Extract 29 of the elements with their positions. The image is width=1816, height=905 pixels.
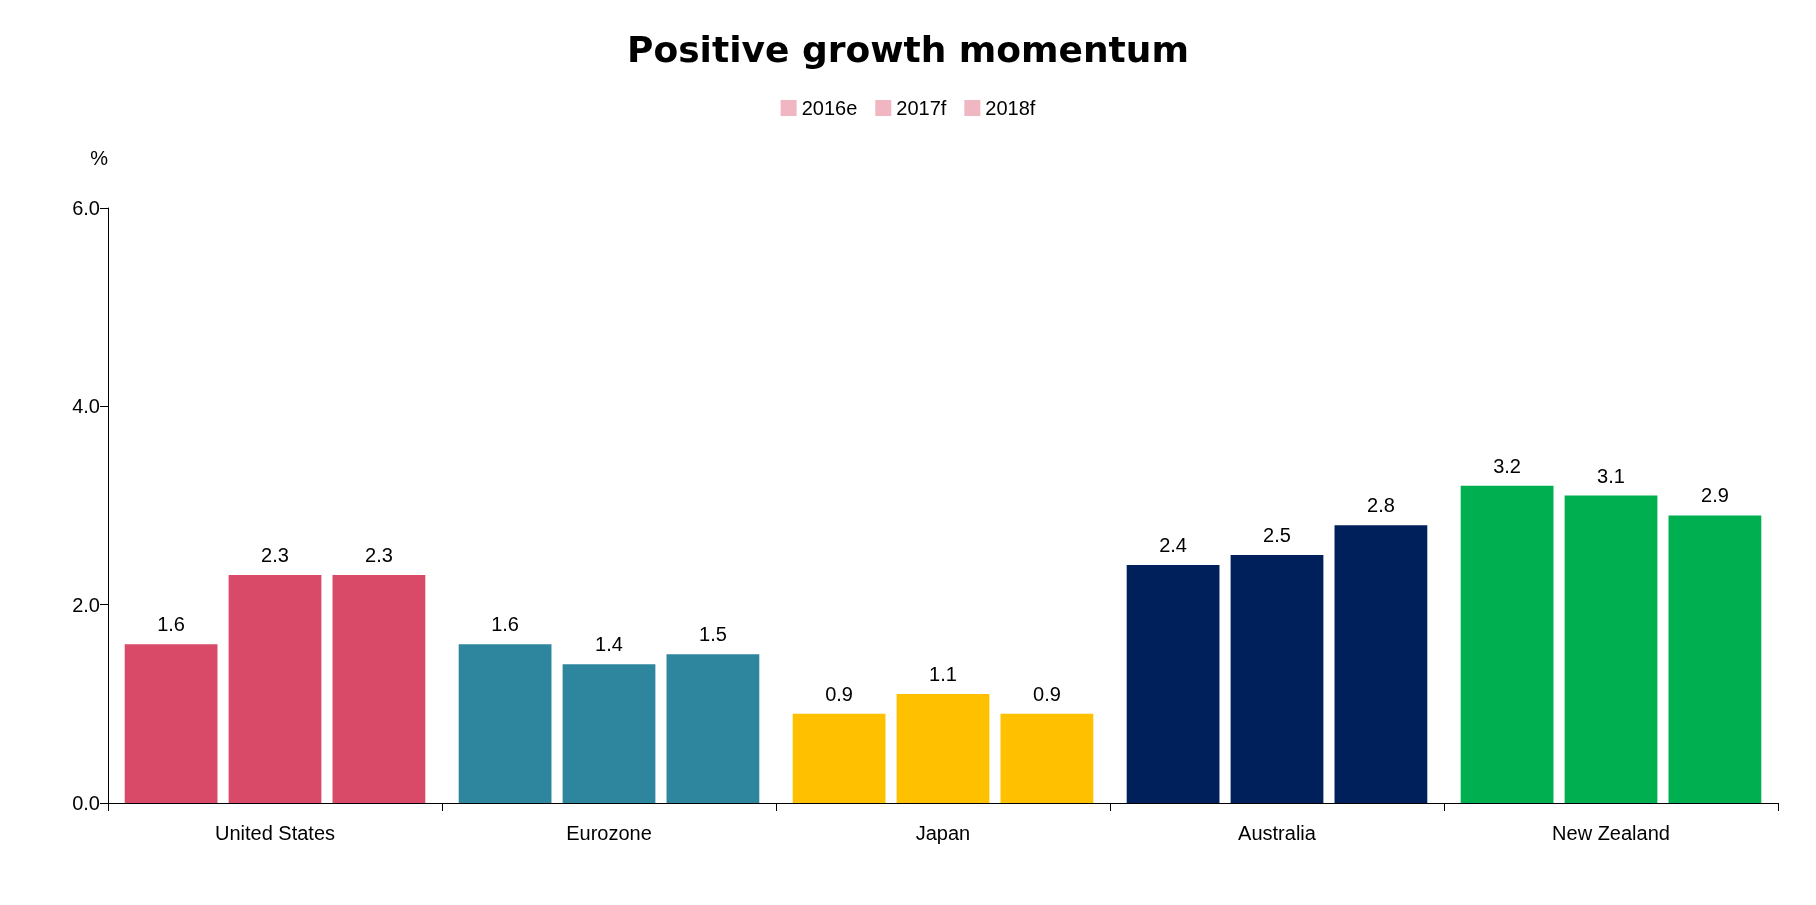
data-label: 1.5	[699, 623, 727, 646]
x-tick-label: Eurozone	[566, 822, 652, 844]
legend-label: 2018f	[985, 97, 1036, 119]
data-label: 2.3	[261, 543, 289, 566]
data-label: 1.6	[491, 613, 519, 636]
x-tick-label: New Zealand	[1552, 822, 1670, 844]
data-label: 3.2	[1493, 454, 1521, 477]
data-label: 0.9	[1033, 682, 1061, 705]
data-label: 1.1	[929, 662, 957, 685]
data-label: 2.9	[1701, 484, 1729, 507]
y-tick-label: 4.0	[72, 395, 100, 418]
y-axis-title: %	[90, 147, 109, 169]
legend-label: 2017f	[896, 97, 947, 119]
data-label: 3.1	[1597, 464, 1625, 487]
legend-label: 2016e	[801, 97, 858, 119]
data-label: 2.8	[1367, 494, 1395, 517]
data-label: 1.4	[595, 633, 623, 656]
data-label: 2.4	[1159, 534, 1187, 556]
data-label: 2.5	[1263, 524, 1291, 547]
y-tick-label: 2.0	[72, 593, 100, 616]
data-label: 2.3	[365, 543, 393, 566]
x-tick-label: United States	[214, 822, 336, 844]
x-tick-label: Australia	[1238, 822, 1317, 844]
data-label: 1.6	[157, 613, 185, 636]
x-tick-label: Japan	[915, 822, 971, 844]
y-tick-label: 6.0	[72, 197, 100, 219]
data-label: 0.9	[825, 682, 853, 705]
y-tick-label: 0.0	[72, 792, 100, 814]
chart-title: Positive growth momentum	[627, 28, 1189, 70]
